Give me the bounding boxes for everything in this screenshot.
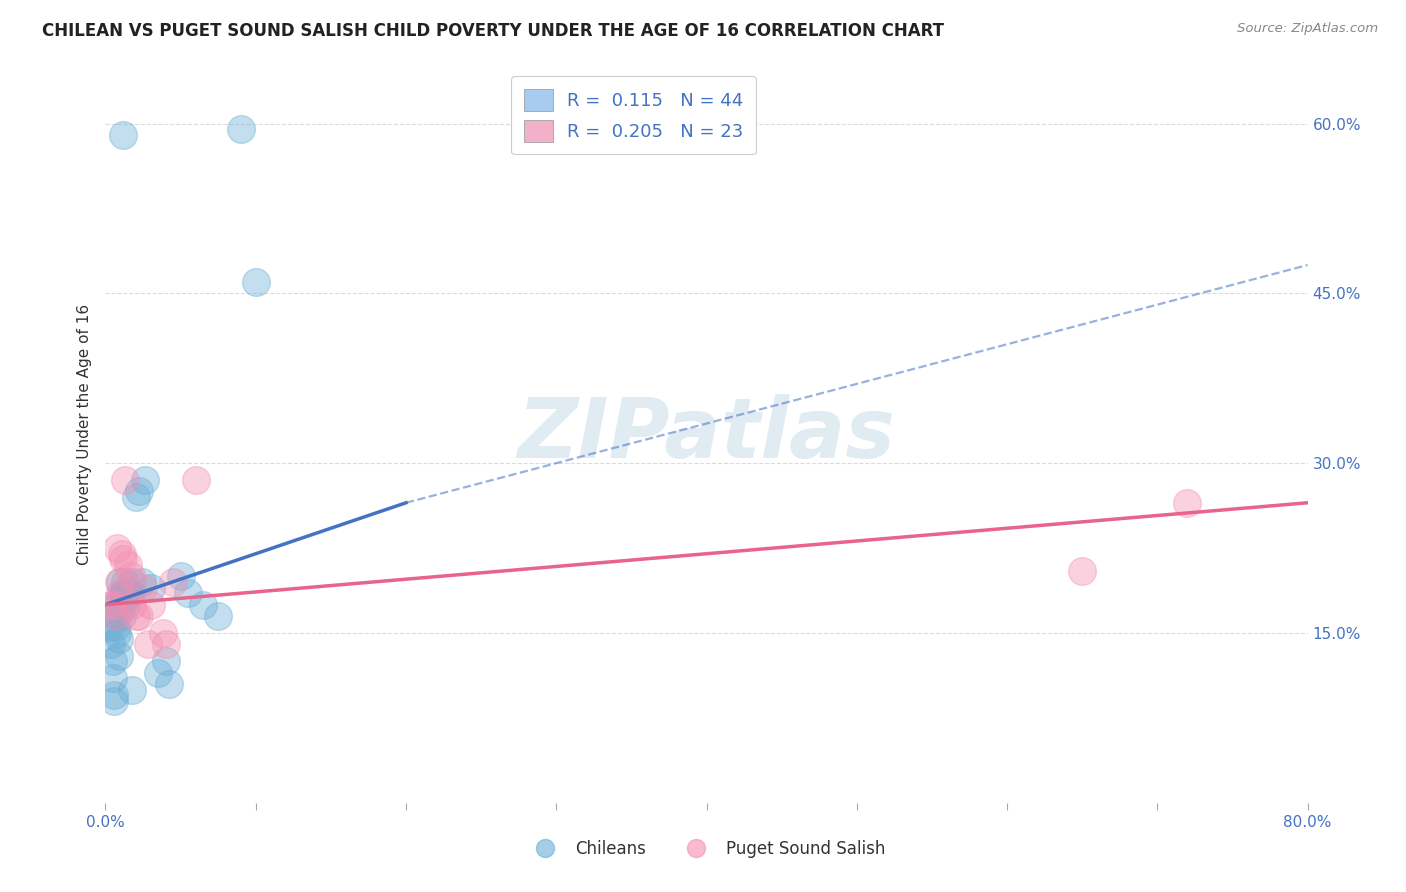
Point xyxy=(108,648,131,663)
Point xyxy=(103,694,125,708)
Point xyxy=(155,637,177,651)
Text: Source: ZipAtlas.com: Source: ZipAtlas.com xyxy=(1237,22,1378,36)
Point xyxy=(104,609,127,624)
Point xyxy=(146,665,169,680)
Point xyxy=(139,598,162,612)
Point xyxy=(157,677,180,691)
Point xyxy=(108,632,131,646)
Point xyxy=(101,654,124,668)
Point xyxy=(108,575,131,590)
Point xyxy=(120,586,142,600)
Point xyxy=(114,592,136,607)
Point xyxy=(100,637,122,651)
Point xyxy=(120,569,142,583)
Point xyxy=(112,586,135,600)
Point xyxy=(111,609,134,624)
Point xyxy=(155,654,177,668)
Point xyxy=(117,558,139,572)
Point xyxy=(107,609,129,624)
Point xyxy=(110,603,132,617)
Point xyxy=(110,575,132,590)
Point xyxy=(121,598,143,612)
Point xyxy=(104,609,127,624)
Point xyxy=(191,598,214,612)
Point xyxy=(132,581,155,595)
Point xyxy=(110,586,132,600)
Point xyxy=(107,541,129,555)
Point xyxy=(128,609,150,624)
Point xyxy=(131,575,153,590)
Point xyxy=(110,592,132,607)
Point xyxy=(104,620,127,634)
Text: ZIPatlas: ZIPatlas xyxy=(517,394,896,475)
Point xyxy=(115,598,138,612)
Point xyxy=(128,484,150,499)
Point xyxy=(98,598,121,612)
Point xyxy=(229,122,252,136)
Point xyxy=(112,552,135,566)
Point xyxy=(98,620,121,634)
Point xyxy=(115,586,138,600)
Point xyxy=(169,569,191,583)
Y-axis label: Child Poverty Under the Age of 16: Child Poverty Under the Age of 16 xyxy=(77,304,93,566)
Point xyxy=(177,586,200,600)
Point xyxy=(136,637,159,651)
Point xyxy=(1175,496,1198,510)
Point xyxy=(117,586,139,600)
Point xyxy=(111,547,134,561)
Point xyxy=(114,473,136,487)
Point xyxy=(124,490,146,504)
Point xyxy=(101,671,124,685)
Text: CHILEAN VS PUGET SOUND SALISH CHILD POVERTY UNDER THE AGE OF 16 CORRELATION CHAR: CHILEAN VS PUGET SOUND SALISH CHILD POVE… xyxy=(42,22,945,40)
Point xyxy=(134,473,156,487)
Point xyxy=(139,581,162,595)
Point xyxy=(103,688,125,702)
Point xyxy=(121,575,143,590)
Point xyxy=(184,473,207,487)
Point xyxy=(152,626,174,640)
Point xyxy=(114,575,136,590)
Legend: Chileans, Puget Sound Salish: Chileans, Puget Sound Salish xyxy=(522,833,891,864)
Point xyxy=(118,586,141,600)
Point xyxy=(107,626,129,640)
Point xyxy=(121,682,143,697)
Point xyxy=(162,575,184,590)
Point xyxy=(112,128,135,142)
Point xyxy=(124,609,146,624)
Point xyxy=(101,598,124,612)
Point xyxy=(245,275,267,289)
Point xyxy=(112,586,135,600)
Point xyxy=(207,609,229,624)
Point xyxy=(104,598,127,612)
Point xyxy=(111,598,134,612)
Point xyxy=(1071,564,1094,578)
